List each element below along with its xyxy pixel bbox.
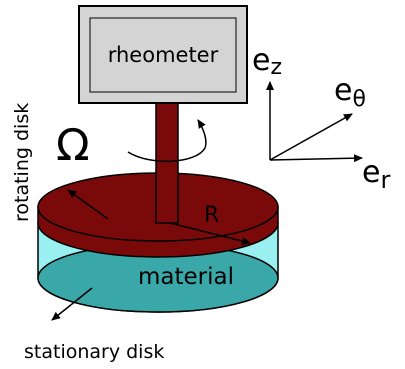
axis-z-label: ez <box>252 43 282 80</box>
axis-r-label: er <box>362 155 390 194</box>
axis-theta-arrow <box>269 113 353 161</box>
rheometer-label: rheometer <box>108 43 219 67</box>
radius-arrow <box>169 222 251 245</box>
rheometer-inner-frame <box>89 17 237 93</box>
material-label: material <box>138 264 234 290</box>
axis-r-arrow <box>269 154 363 163</box>
axis-theta-label: eθ <box>334 73 366 112</box>
stationary-disk-pointer <box>51 287 93 321</box>
rotating-disk-label: rotating disk <box>11 103 33 222</box>
rotation-arrow <box>127 119 207 162</box>
radius-label: R <box>204 203 219 228</box>
shaft <box>155 102 179 224</box>
rheometer-box <box>78 5 248 104</box>
angular-velocity-label: Ω <box>56 120 90 171</box>
rotating-disk-pointer <box>67 189 109 220</box>
coordinate-axes: ez eθ er <box>252 43 390 194</box>
stationary-disk-label: stationary disk <box>24 341 164 363</box>
